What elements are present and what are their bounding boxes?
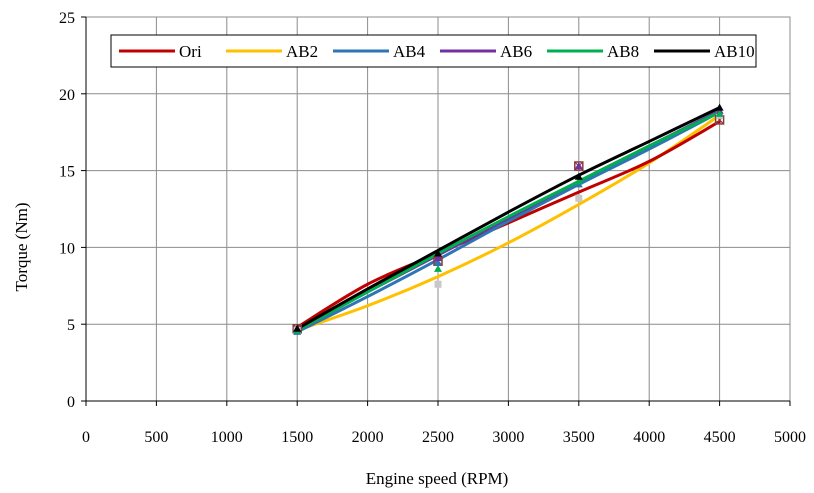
marker-ab10-1500: [293, 324, 302, 332]
x-tick-label-2000: 2000: [352, 429, 384, 446]
x-tick-label-5000: 5000: [774, 429, 806, 446]
marker-ab6-3500: [574, 161, 583, 169]
y-axis-label: Torque (Nm): [12, 203, 31, 292]
x-tick-label-500: 500: [144, 429, 168, 446]
marker-ab8-2500: [434, 264, 442, 272]
y-tick-label-10: 10: [59, 240, 75, 257]
legend-box: [110, 34, 757, 68]
grid-lines: [86, 16, 791, 401]
marker-ab6-2500: [434, 254, 442, 262]
x-tick-label-3000: 3000: [492, 429, 524, 446]
series-line-ab4: [295, 110, 722, 334]
series-line-ab10: [295, 106, 722, 331]
y-axis-ticks: 0 5 10 15 20 25: [59, 10, 86, 411]
y-tick-label-15: 15: [59, 164, 75, 181]
series-line-ab8: [295, 110, 722, 332]
x-tick-label-2500: 2500: [422, 429, 454, 446]
y-tick-label-5: 5: [67, 317, 75, 334]
legend-label-ab2: AB2: [286, 42, 318, 61]
x-tick-label-1500: 1500: [281, 429, 313, 446]
data-markers: [292, 103, 725, 335]
legend-label-ab10: AB10: [714, 42, 755, 61]
legend: Ori AB2 AB4 AB6 AB8 AB10: [110, 34, 757, 68]
marker-ab4-2500: [434, 258, 442, 266]
x-tick-label-0: 0: [82, 429, 90, 446]
x-axis-ticks: 0 500 1000 1500 2000 2500 3000 3500 4000 4500 5000: [82, 401, 806, 446]
marker-ab10-2500: [434, 249, 442, 257]
x-tick-label-4500: 4500: [704, 429, 736, 446]
x-axis-label: Engine speed (RPM): [366, 469, 509, 488]
marker-ab8-4500: [715, 109, 724, 117]
marker-ab10-3500: [574, 172, 583, 180]
y-tick-label-0: 0: [67, 394, 75, 411]
x-tick-label-4000: 4000: [633, 429, 665, 446]
marker-ab10-4500: [715, 103, 724, 111]
legend-label-ab6: AB6: [500, 42, 532, 61]
legend-label-ori: Ori: [179, 42, 202, 61]
y-tick-label-25: 25: [59, 10, 75, 27]
x-tick-label-3500: 3500: [563, 429, 595, 446]
marker-ab2-3500: [575, 194, 583, 202]
marker-ab8-3500: [574, 177, 583, 185]
y-tick-label-20: 20: [59, 87, 75, 104]
series-lines: [295, 106, 722, 334]
legend-label-ab8: AB8: [607, 42, 639, 61]
x-tick-label-1000: 1000: [211, 429, 243, 446]
marker-ab2-2500: [434, 280, 442, 288]
legend-label-ab4: AB4: [393, 42, 426, 61]
